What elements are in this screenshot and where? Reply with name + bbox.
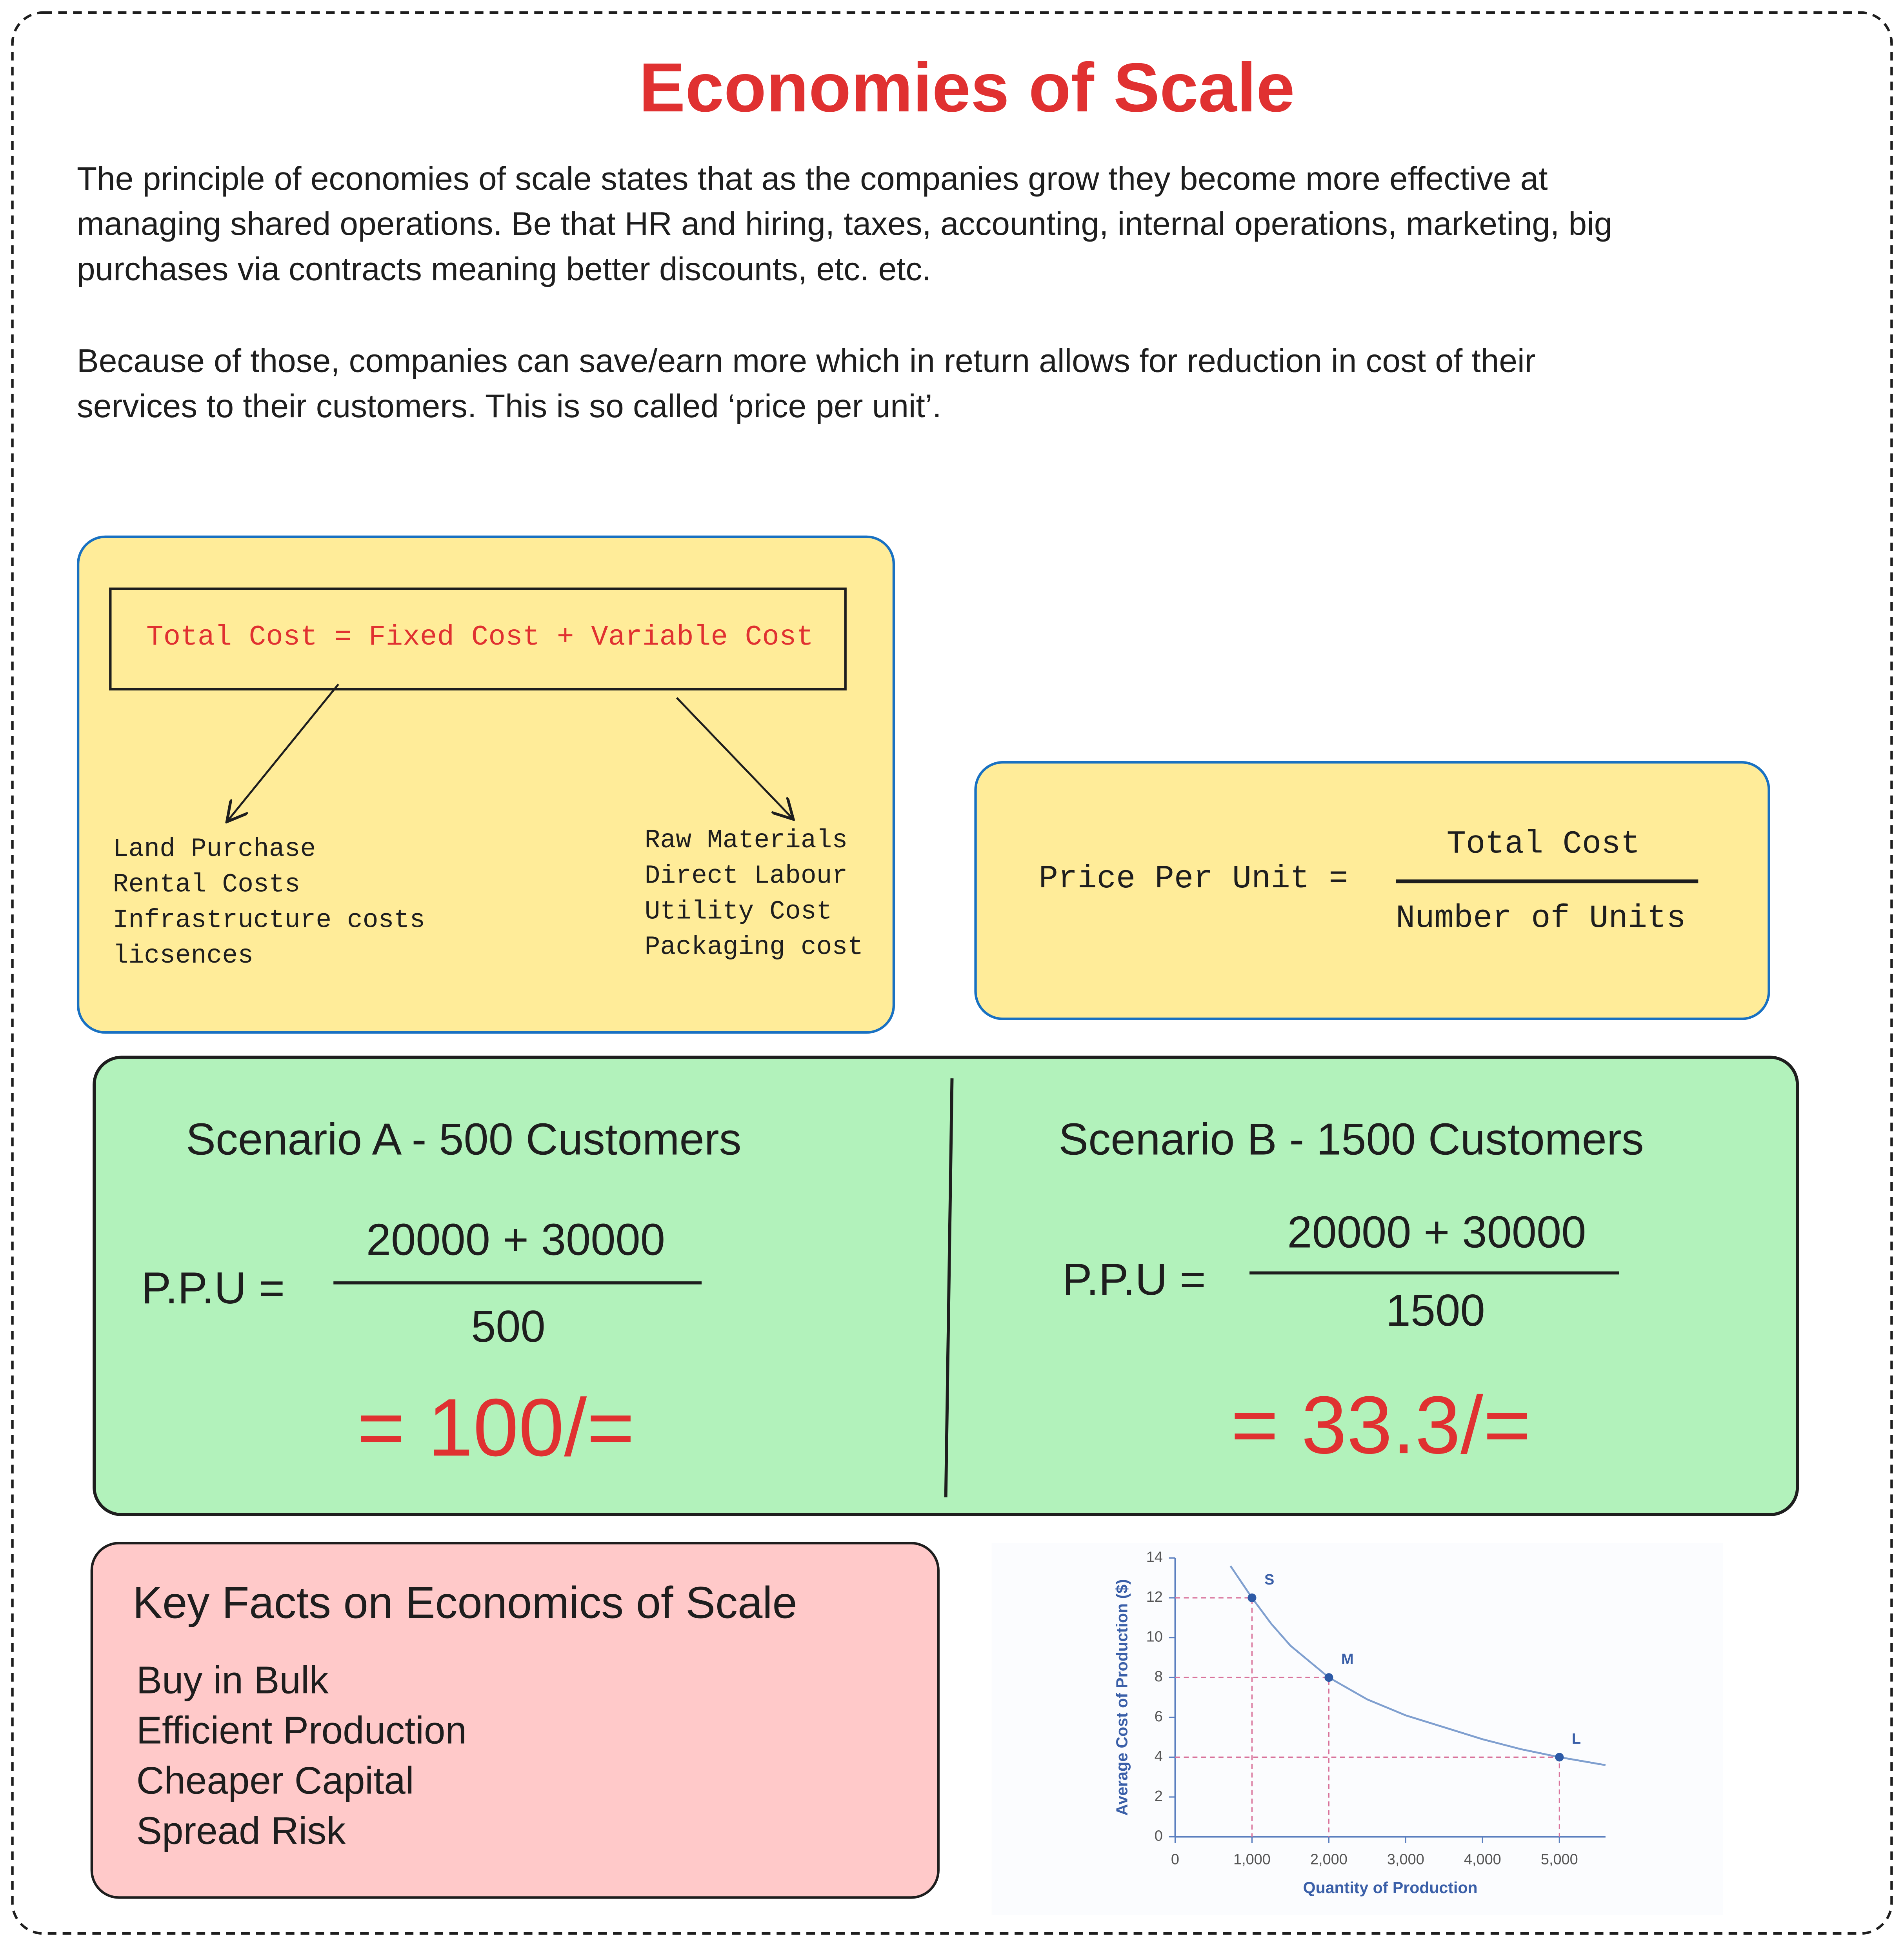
price-numerator: Total Cost: [1447, 826, 1640, 862]
variable-item: Utility Cost: [645, 897, 832, 926]
formula-frame: [109, 587, 847, 690]
result: = 33.3/=: [1231, 1379, 1531, 1471]
numerator: 20000 + 30000: [1287, 1208, 1586, 1257]
y-tick-label: 4: [1155, 1748, 1163, 1764]
x-tick-label: 0: [1171, 1852, 1179, 1868]
y-tick-label: 14: [1146, 1549, 1163, 1565]
x-tick-label: 2,000: [1310, 1852, 1348, 1868]
scenario-title: Scenario A - 500 Customers: [186, 1115, 741, 1165]
arrow: [227, 683, 339, 822]
facts-title: Key Facts on Economics of Scale: [133, 1578, 797, 1628]
point: [1324, 1673, 1333, 1682]
board-border: [11, 11, 1893, 1935]
point: [1248, 1593, 1257, 1603]
fixed-item: Rental Costs: [113, 870, 300, 899]
point-label: S: [1264, 1572, 1274, 1588]
x-tick-label: 1,000: [1233, 1852, 1271, 1868]
fact-item: Efficient Production: [136, 1709, 467, 1752]
denominator: 500: [471, 1302, 546, 1352]
variable-item: Packaging cost: [645, 932, 864, 962]
facts-box: [90, 1542, 940, 1899]
price-box: [974, 761, 1770, 1020]
fact-item: Cheaper Capital: [136, 1759, 414, 1802]
guide-line: [1175, 1597, 1253, 1837]
fact-item: Spread Risk: [136, 1809, 346, 1852]
title: Economies of Scale: [639, 49, 1295, 126]
y-tick-label: 2: [1155, 1788, 1163, 1804]
paragraph-line: purchases via contracts meaning better d…: [77, 251, 931, 287]
paragraph-line: managing shared operations. Be that HR a…: [77, 205, 1612, 242]
result: = 100/=: [357, 1382, 635, 1473]
denominator: 1500: [1386, 1286, 1485, 1335]
chart-background: [991, 1543, 1723, 1915]
variable-item: Direct Labour: [645, 861, 848, 891]
fixed-item: Land Purchase: [113, 834, 316, 864]
ppu-label: P.P.U =: [141, 1263, 285, 1313]
price-label: Price Per Unit =: [1039, 861, 1348, 897]
y-axis-title: Average Cost of Production ($): [1113, 1579, 1131, 1815]
y-tick-label: 12: [1146, 1589, 1163, 1605]
y-tick-label: 8: [1155, 1668, 1163, 1685]
numerator: 20000 + 30000: [366, 1215, 665, 1265]
x-tick-label: 5,000: [1541, 1852, 1578, 1868]
fixed-item: Infrastructure costs: [113, 905, 425, 935]
point-label: L: [1572, 1731, 1581, 1747]
x-tick-label: 3,000: [1387, 1852, 1424, 1868]
divider: [944, 1078, 954, 1497]
y-tick-label: 0: [1155, 1828, 1163, 1844]
y-tick-label: 6: [1155, 1708, 1163, 1725]
cost-curve: [1229, 1565, 1606, 1766]
arrow: [676, 697, 793, 819]
formula: Total Cost = Fixed Cost + Variable Cost: [146, 621, 813, 653]
variable-item: Raw Materials: [645, 826, 848, 855]
paragraph-line: services to their customers. This is so …: [77, 387, 942, 424]
price-denominator: Number of Units: [1396, 900, 1686, 937]
paragraph-line: Because of those, companies can save/ear…: [77, 342, 1535, 379]
x-axis-title: Quantity of Production: [1303, 1879, 1478, 1897]
ppu-label: P.P.U =: [1062, 1255, 1206, 1305]
y-tick-label: 10: [1146, 1629, 1163, 1645]
point-label: M: [1341, 1651, 1354, 1668]
scenario-box: [93, 1056, 1799, 1516]
fact-item: Buy in Bulk: [136, 1659, 329, 1702]
x-tick-label: 4,000: [1464, 1852, 1501, 1868]
fixed-item: licsences: [113, 941, 253, 970]
scenario-title: Scenario B - 1500 Customers: [1058, 1115, 1644, 1165]
point: [1555, 1753, 1564, 1762]
cost-box: [76, 535, 895, 1034]
paragraph-line: The principle of economies of scale stat…: [77, 160, 1548, 197]
